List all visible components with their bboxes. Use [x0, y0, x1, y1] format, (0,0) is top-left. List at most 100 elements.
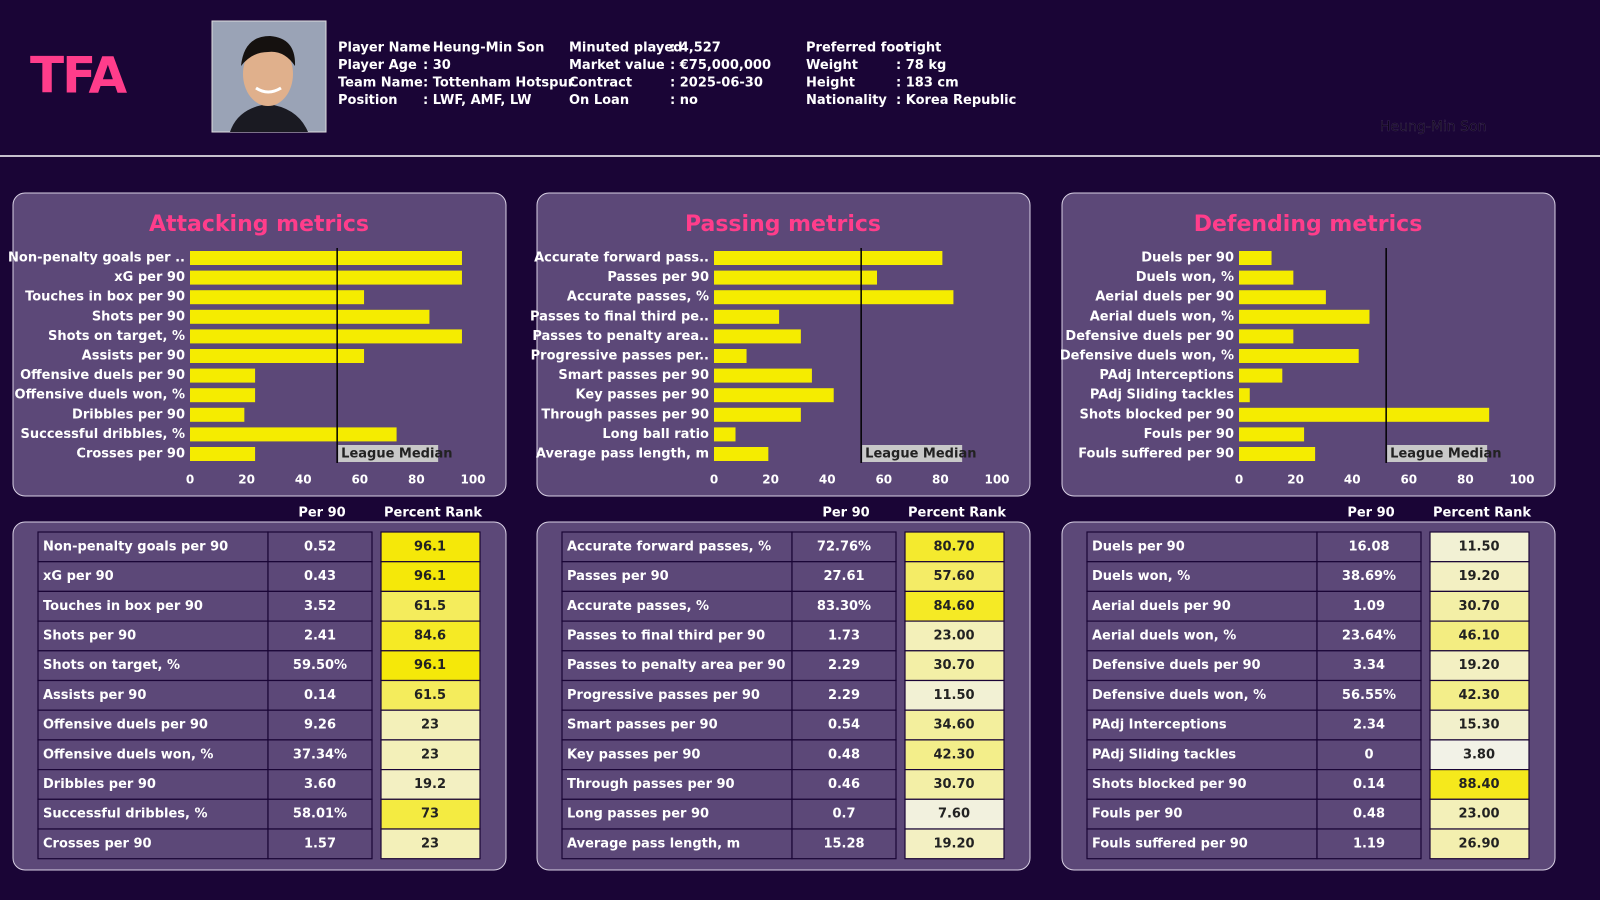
- rank-cell: [380, 768, 481, 800]
- cell: [267, 709, 373, 741]
- metric-name: Smart passes per 90: [567, 718, 718, 733]
- cell: [1316, 828, 1422, 860]
- bar: [190, 368, 256, 383]
- info-label: Position: [338, 93, 398, 108]
- category-label: Through passes per 90: [541, 407, 709, 422]
- metric-name: Passes to penalty area per 90: [567, 658, 785, 673]
- cell: [1316, 768, 1422, 800]
- chart-panel: [536, 192, 1031, 497]
- metric-name: Long passes per 90: [567, 807, 709, 822]
- cell: [1086, 531, 1318, 563]
- info-label: Contract: [569, 76, 632, 91]
- cell: [561, 650, 793, 682]
- info-value: : 4,527: [670, 41, 721, 56]
- metric-name: Duels per 90: [1092, 539, 1185, 554]
- cell: [37, 590, 269, 622]
- category-label: Duels per 90: [1141, 251, 1234, 266]
- x-tick-label: 0: [710, 473, 718, 487]
- cell: [37, 561, 269, 593]
- category-label: Key passes per 90: [576, 388, 709, 403]
- category-label: Passes to final third pe..: [530, 309, 709, 324]
- cell: [1086, 828, 1318, 860]
- per90-value: 23.64%: [1342, 628, 1396, 643]
- percent-rank: 11.50: [933, 688, 974, 703]
- per90-value: 1.73: [828, 628, 860, 643]
- cell: [267, 828, 373, 860]
- metric-name: Through passes per 90: [567, 777, 735, 792]
- category-label: Touches in box per 90: [25, 290, 185, 305]
- rank-cell: [904, 561, 1005, 593]
- per90-value: 0: [1364, 747, 1373, 762]
- cell: [791, 679, 897, 711]
- cell: [267, 798, 373, 830]
- cell: [1316, 798, 1422, 830]
- cell: [1086, 561, 1318, 593]
- cell: [561, 620, 793, 652]
- bar: [190, 309, 430, 324]
- category-label: Shots on target, %: [48, 329, 185, 344]
- cell: [37, 768, 269, 800]
- info-label: Player Age: [338, 58, 417, 73]
- x-tick-label: 0: [186, 473, 194, 487]
- bar: [190, 349, 365, 363]
- bar: [714, 251, 943, 265]
- per90-value: 0.54: [828, 718, 860, 733]
- bar: [714, 368, 812, 383]
- cell: [1086, 620, 1318, 652]
- percent-rank: 30.70: [933, 658, 974, 673]
- cell: [1316, 620, 1422, 652]
- rank-cell: [380, 709, 481, 741]
- percent-rank: 42.30: [1458, 688, 1499, 703]
- info-value: : right: [896, 41, 941, 56]
- rank-cell: [904, 531, 1005, 563]
- watermark: Heung-Min Son: [1380, 119, 1486, 135]
- x-tick-label: 20: [762, 473, 779, 487]
- rank-cell: [904, 650, 1005, 682]
- info-label: Market value: [569, 58, 665, 73]
- category-label: Long ball ratio: [602, 427, 709, 442]
- metric-name: Dribbles per 90: [43, 777, 156, 792]
- x-tick-label: 0: [1235, 473, 1243, 487]
- percent-rank: 19.20: [933, 836, 974, 851]
- metric-name: Defensive duels per 90: [1092, 658, 1261, 673]
- metric-name: Non-penalty goals per 90: [43, 539, 228, 554]
- category-label: Average pass length, m: [536, 447, 709, 462]
- info-value: : Korea Republic: [896, 93, 1016, 108]
- percent-rank: 96.1: [414, 539, 446, 554]
- metric-name: Crosses per 90: [43, 836, 152, 851]
- cell: [791, 739, 897, 771]
- category-label: Progressive passes per..: [531, 349, 709, 364]
- percent-rank: 34.60: [933, 718, 974, 733]
- percent-rank: 23.00: [1458, 807, 1499, 822]
- metric-name: Aerial duels per 90: [1092, 599, 1231, 614]
- metric-name: Shots per 90: [43, 628, 136, 643]
- metric-name: Successful dribbles, %: [43, 807, 208, 822]
- cell: [1316, 709, 1422, 741]
- cell: [267, 531, 373, 563]
- metric-name: Passes to final third per 90: [567, 628, 765, 643]
- cell: [267, 679, 373, 711]
- category-label: Duels won, %: [1136, 270, 1234, 285]
- bar: [714, 270, 878, 285]
- chart-title: Defending metrics: [1194, 212, 1423, 237]
- bar: [714, 309, 780, 324]
- metric-name: Fouls suffered per 90: [1092, 836, 1248, 851]
- metric-name: PAdj Interceptions: [1092, 718, 1227, 733]
- x-tick-label: 80: [408, 473, 425, 487]
- percent-rank: 80.70: [933, 539, 974, 554]
- column-header: Percent Rank: [384, 506, 482, 521]
- category-label: Passes per 90: [607, 270, 709, 285]
- bar: [1239, 270, 1294, 285]
- bar: [1239, 329, 1294, 344]
- category-label: Fouls suffered per 90: [1078, 447, 1234, 462]
- rank-cell: [1429, 739, 1530, 771]
- cell: [561, 709, 793, 741]
- metric-name: Assists per 90: [43, 688, 146, 703]
- x-tick-label: 60: [351, 473, 368, 487]
- category-label: Smart passes per 90: [558, 368, 709, 383]
- cell: [1086, 650, 1318, 682]
- bar: [190, 270, 462, 285]
- logo: TFA: [30, 47, 128, 105]
- cell: [267, 561, 373, 593]
- bar: [1239, 447, 1316, 461]
